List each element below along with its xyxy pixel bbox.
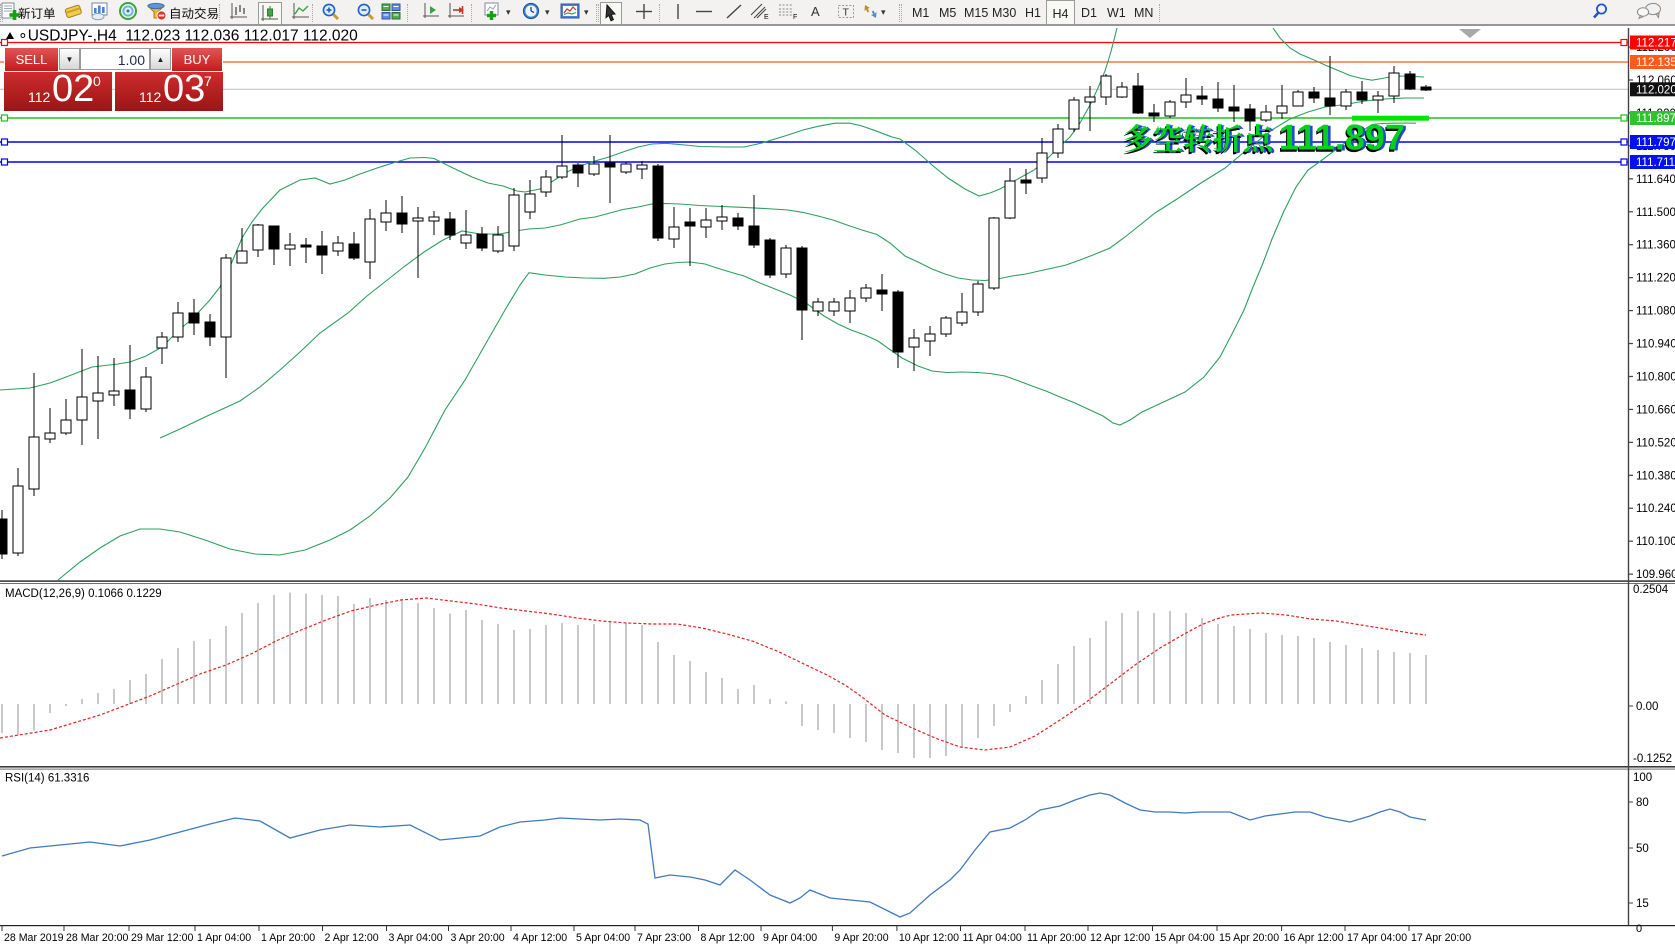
svg-text:A: A xyxy=(811,4,820,19)
svg-text:112.135: 112.135 xyxy=(1636,57,1675,69)
svg-text:MACD(12,26,9) 0.1066 0.1229: MACD(12,26,9) 0.1066 0.1229 xyxy=(5,588,162,600)
svg-text:11 Apr 04:00: 11 Apr 04:00 xyxy=(963,932,1022,944)
svg-text:F: F xyxy=(793,14,797,21)
svg-text:12 Apr 12:00: 12 Apr 12:00 xyxy=(1090,932,1150,944)
svg-text:9 Apr 04:00: 9 Apr 04:00 xyxy=(763,932,817,944)
svg-text:3 Apr 20:00: 3 Apr 20:00 xyxy=(451,932,505,944)
svg-text:9 Apr 20:00: 9 Apr 20:00 xyxy=(834,932,888,944)
svg-text:111.220: 111.220 xyxy=(1636,273,1675,285)
svg-text:0: 0 xyxy=(1636,923,1642,935)
svg-text:7 Apr 23:00: 7 Apr 23:00 xyxy=(637,932,691,944)
svg-text:28 Mar 20:00: 28 Mar 20:00 xyxy=(66,932,129,944)
svg-text:109.960: 109.960 xyxy=(1636,569,1675,581)
svg-text:111.360: 111.360 xyxy=(1636,240,1675,252)
svg-text:2 Apr 12:00: 2 Apr 12:00 xyxy=(325,932,379,944)
svg-text:111.797: 111.797 xyxy=(1636,137,1675,149)
svg-text:111.080: 111.080 xyxy=(1636,306,1675,318)
svg-text:1 Apr 04:00: 1 Apr 04:00 xyxy=(197,932,251,944)
svg-text:111.640: 111.640 xyxy=(1636,174,1675,186)
svg-text:15 Apr 20:00: 15 Apr 20:00 xyxy=(1219,932,1279,944)
svg-text:17 Apr 20:00: 17 Apr 20:00 xyxy=(1411,932,1471,944)
svg-text:T: T xyxy=(843,7,850,19)
svg-text:11 Apr 20:00: 11 Apr 20:00 xyxy=(1027,932,1086,944)
svg-text:29 Mar 12:00: 29 Mar 12:00 xyxy=(131,932,194,944)
svg-text:10 Apr 12:00: 10 Apr 12:00 xyxy=(899,932,959,944)
svg-text:110.660: 110.660 xyxy=(1636,404,1675,416)
svg-text:100: 100 xyxy=(1633,772,1652,784)
svg-text:∘USDJPY-,H4 112.023 112.036 1: ∘USDJPY-,H4 112.023 112.036 112.017 112.… xyxy=(18,28,358,45)
svg-text:0.2504: 0.2504 xyxy=(1633,584,1669,596)
svg-text:50: 50 xyxy=(1636,843,1649,855)
svg-text:16 Apr 12:00: 16 Apr 12:00 xyxy=(1284,932,1344,944)
svg-text:111.897: 111.897 xyxy=(1636,113,1675,125)
svg-text:110.240: 110.240 xyxy=(1636,503,1675,515)
svg-text:0.00: 0.00 xyxy=(1636,701,1658,713)
svg-text:110.380: 110.380 xyxy=(1636,470,1675,482)
svg-text:28 Mar 2019: 28 Mar 2019 xyxy=(4,932,64,944)
svg-text:3 Apr 04:00: 3 Apr 04:00 xyxy=(389,932,443,944)
svg-text:RSI(14) 61.3316: RSI(14) 61.3316 xyxy=(5,773,89,785)
svg-text:112.217: 112.217 xyxy=(1636,38,1675,50)
svg-text:80: 80 xyxy=(1636,797,1649,809)
svg-text:111.500: 111.500 xyxy=(1636,207,1675,219)
svg-text:112.020: 112.020 xyxy=(1636,85,1675,97)
svg-text:110.940: 110.940 xyxy=(1636,339,1675,351)
svg-text:15 Apr 04:00: 15 Apr 04:00 xyxy=(1155,932,1215,944)
svg-text:15: 15 xyxy=(1636,898,1649,910)
svg-text:E: E xyxy=(764,14,769,21)
svg-text:110.800: 110.800 xyxy=(1636,371,1675,383)
svg-text:8 Apr 12:00: 8 Apr 12:00 xyxy=(701,932,755,944)
svg-text:110.520: 110.520 xyxy=(1636,437,1675,449)
svg-text:111.711: 111.711 xyxy=(1636,157,1675,169)
svg-text:-0.1252: -0.1252 xyxy=(1633,753,1672,765)
svg-text:1 Apr 20:00: 1 Apr 20:00 xyxy=(261,932,315,944)
svg-text:4 Apr 12:00: 4 Apr 12:00 xyxy=(513,932,567,944)
svg-text:17 Apr 04:00: 17 Apr 04:00 xyxy=(1347,932,1407,944)
svg-text:5 Apr 04:00: 5 Apr 04:00 xyxy=(576,932,630,944)
svg-text:110.100: 110.100 xyxy=(1636,536,1675,548)
